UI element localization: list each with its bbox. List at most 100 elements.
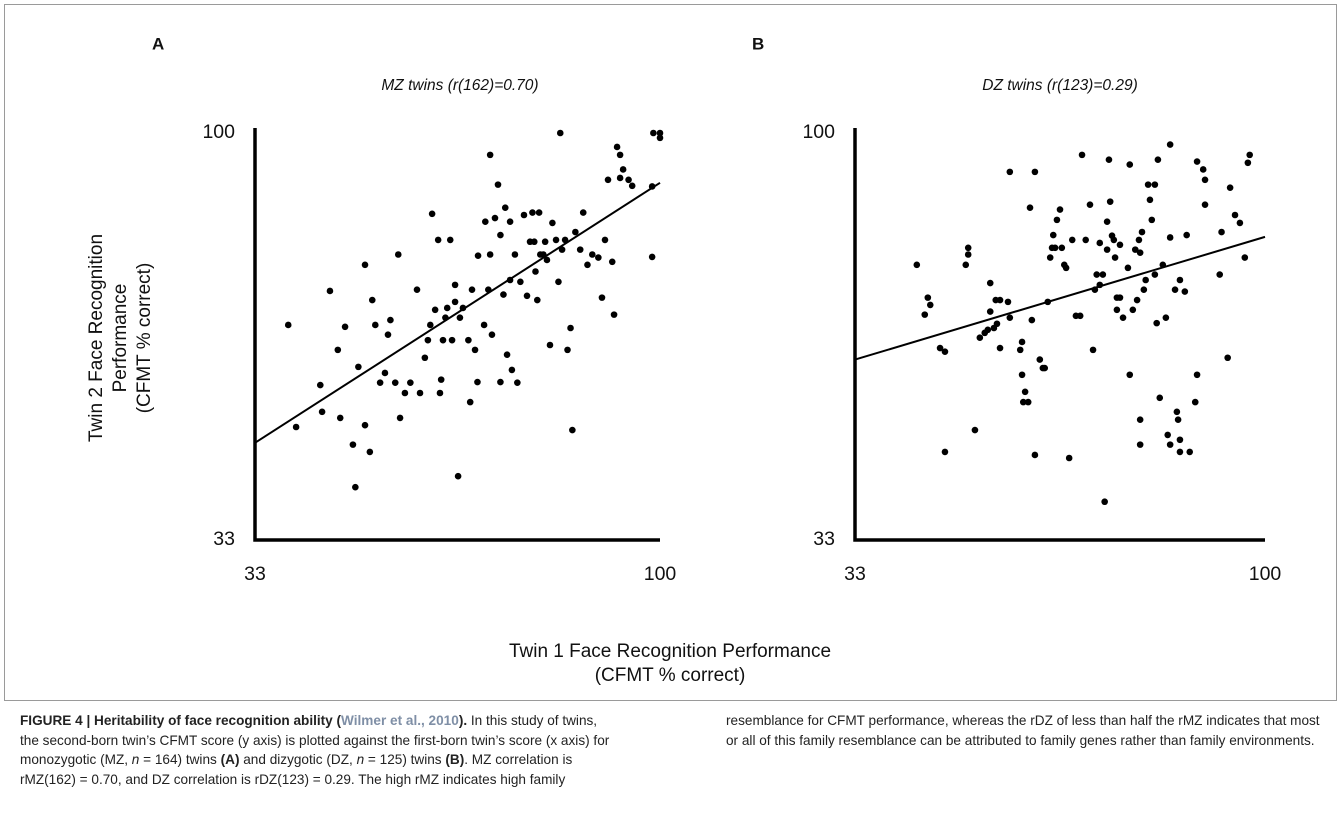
data-point (466, 398, 474, 406)
data-point (1089, 346, 1097, 354)
y-tick-label: 100 (202, 121, 235, 143)
caption-italic: n (131, 752, 140, 767)
data-point (625, 176, 632, 184)
data-point (488, 331, 496, 338)
data-point (508, 366, 516, 374)
data-point (486, 151, 494, 159)
y-tick-label: 33 (213, 528, 235, 550)
data-point (549, 219, 556, 227)
data-point (341, 323, 349, 331)
data-point (416, 389, 424, 397)
data-point (556, 129, 564, 137)
data-point (376, 379, 384, 386)
data-point (921, 311, 929, 318)
data-point (431, 306, 439, 314)
chart-title: DZ twins (r(123)=0.29) (982, 77, 1137, 94)
data-point (650, 129, 657, 137)
data-point (497, 231, 504, 239)
data-point (501, 204, 509, 212)
data-point (616, 151, 624, 159)
data-point (1151, 181, 1159, 188)
x-tick-label: 100 (1249, 563, 1282, 585)
data-point (514, 379, 521, 386)
data-point (1016, 346, 1024, 354)
data-point (1191, 398, 1199, 406)
data-point (336, 414, 344, 422)
data-point (413, 286, 421, 294)
data-point (474, 252, 482, 260)
data-point (349, 441, 357, 448)
data-point (491, 214, 499, 222)
data-point (1036, 356, 1044, 363)
data-point (1110, 236, 1118, 244)
caption-link[interactable]: Wilmer et al., 2010 (341, 713, 459, 728)
data-point (1136, 441, 1144, 448)
data-point (1193, 371, 1201, 379)
data-point (318, 408, 326, 416)
data-point (941, 348, 949, 355)
data-point (448, 336, 456, 344)
regression-line (854, 235, 1266, 361)
data-point (996, 344, 1004, 352)
data-point (588, 251, 596, 258)
data-point (619, 166, 627, 173)
data-point (316, 381, 324, 389)
data-point (976, 334, 984, 342)
data-point (1006, 168, 1014, 176)
data-point (986, 279, 994, 287)
data-point (334, 346, 342, 354)
data-point (407, 379, 414, 386)
caption-bold: (B) (445, 752, 465, 767)
data-point (656, 129, 664, 137)
caption-normal: = 125) twins (364, 752, 446, 767)
data-point (1181, 288, 1189, 295)
data-point (1124, 264, 1132, 272)
data-point (1224, 354, 1231, 362)
data-point (439, 336, 447, 344)
data-point (926, 301, 934, 309)
data-point (1062, 264, 1070, 272)
data-point (541, 238, 549, 246)
data-point (1164, 431, 1172, 439)
data-point (1041, 364, 1049, 372)
data-point (986, 308, 994, 315)
x-tick-label: 33 (244, 563, 266, 585)
data-point (1199, 166, 1207, 173)
data-point (500, 291, 507, 298)
data-point (456, 314, 464, 321)
figure: A MZ twins (r(162)=0.70) 33 100 33 100 B DZ twi… (4, 4, 1337, 701)
data-point (1131, 246, 1139, 253)
caption-italic: n (356, 752, 365, 767)
data-point (1162, 314, 1170, 321)
data-point (391, 379, 399, 386)
data-point (964, 251, 972, 258)
caption-normal: = 164) twins (139, 752, 221, 767)
axes (853, 128, 1265, 542)
data-point (1226, 184, 1234, 191)
data-point (381, 369, 389, 377)
data-point (576, 246, 584, 253)
data-point (1068, 236, 1076, 244)
data-point (355, 363, 362, 371)
data-point (517, 278, 524, 286)
data-point (1031, 451, 1039, 459)
data-point (436, 389, 444, 397)
data-point (1101, 498, 1108, 506)
data-point (1201, 201, 1209, 208)
figure-frame (4, 4, 1337, 701)
data-point (446, 236, 454, 244)
data-point (1154, 156, 1162, 164)
data-point (1093, 271, 1101, 278)
data-point (1136, 249, 1144, 256)
data-point (529, 209, 536, 216)
data-point (1173, 408, 1181, 416)
data-point (1126, 371, 1134, 379)
data-point (1018, 371, 1026, 379)
data-point (387, 316, 394, 324)
data-point (401, 389, 409, 397)
data-point (1126, 161, 1134, 168)
data-point (1053, 216, 1061, 224)
data-point (506, 218, 514, 225)
data-point (1119, 314, 1127, 321)
data-point (558, 246, 566, 253)
